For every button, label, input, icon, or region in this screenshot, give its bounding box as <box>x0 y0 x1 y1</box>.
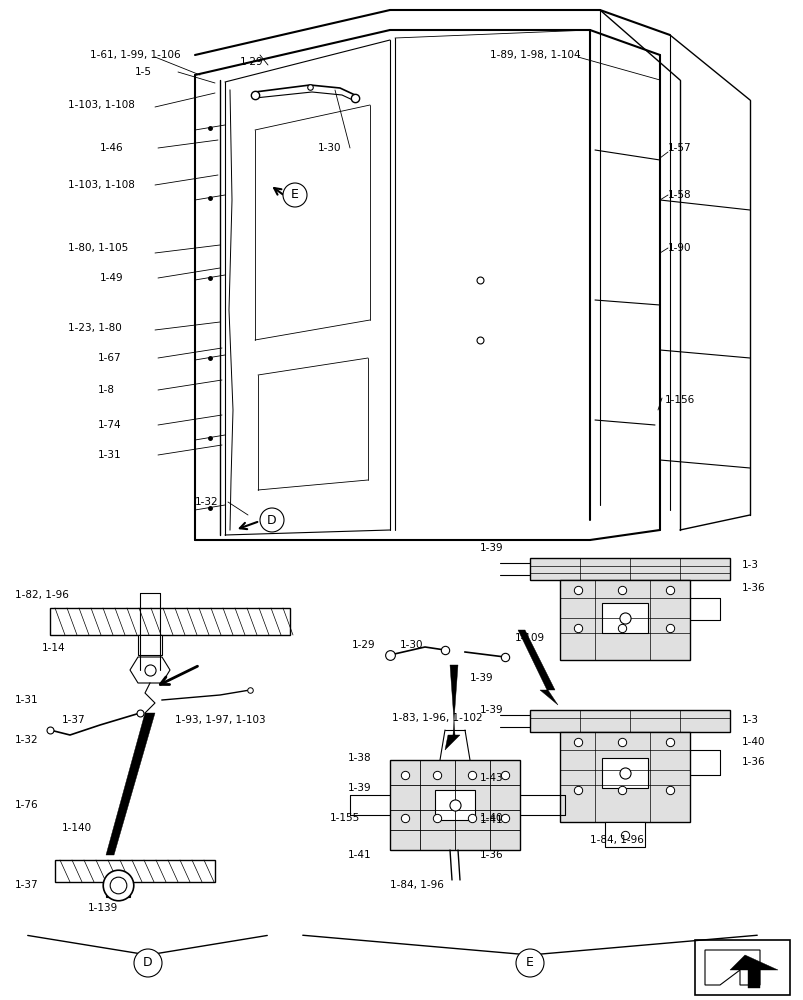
Bar <box>694 940 789 995</box>
Bar <box>560 732 689 822</box>
Text: 1-43: 1-43 <box>479 773 503 783</box>
Text: 1-32: 1-32 <box>195 497 218 507</box>
Polygon shape <box>106 713 155 855</box>
Text: 1-84, 1-96: 1-84, 1-96 <box>589 835 643 845</box>
Text: 1-39: 1-39 <box>479 705 503 715</box>
Text: 1-36: 1-36 <box>479 850 503 860</box>
Text: 1-80, 1-105: 1-80, 1-105 <box>68 243 128 253</box>
Bar <box>601 603 647 633</box>
Text: 1-5: 1-5 <box>135 67 152 77</box>
Text: 1-41: 1-41 <box>479 815 503 825</box>
Polygon shape <box>517 630 557 705</box>
Text: 1-37: 1-37 <box>62 715 85 725</box>
Text: 1-29: 1-29 <box>352 640 375 650</box>
Text: 1-57: 1-57 <box>667 143 691 153</box>
Text: 1-29: 1-29 <box>240 57 263 67</box>
Text: 1-40: 1-40 <box>741 737 764 747</box>
Text: 1-14: 1-14 <box>42 643 66 653</box>
Text: 1-36: 1-36 <box>741 583 764 593</box>
Text: 1-156: 1-156 <box>664 395 695 405</box>
Text: 1-139: 1-139 <box>88 903 118 913</box>
Text: 1-23, 1-80: 1-23, 1-80 <box>68 323 121 333</box>
Text: 1-36: 1-36 <box>741 757 764 767</box>
Text: 1-39: 1-39 <box>470 673 493 683</box>
Circle shape <box>259 508 283 532</box>
Text: 1-49: 1-49 <box>100 273 124 283</box>
Text: 1-109: 1-109 <box>515 633 544 643</box>
Circle shape <box>516 949 544 977</box>
Text: 1-37: 1-37 <box>15 880 39 890</box>
Bar <box>529 710 729 732</box>
Text: 1-93, 1-97, 1-103: 1-93, 1-97, 1-103 <box>175 715 265 725</box>
Text: 1-74: 1-74 <box>98 420 121 430</box>
Text: 1-61, 1-99, 1-106: 1-61, 1-99, 1-106 <box>90 50 181 60</box>
Text: 1-89, 1-98, 1-104: 1-89, 1-98, 1-104 <box>489 50 580 60</box>
Text: 1-84, 1-96: 1-84, 1-96 <box>389 880 443 890</box>
Polygon shape <box>704 950 759 985</box>
Text: 1-41: 1-41 <box>348 850 371 860</box>
Text: D: D <box>267 514 276 526</box>
Bar <box>389 760 520 850</box>
Text: 1-30: 1-30 <box>400 640 423 650</box>
Text: E: E <box>291 188 299 202</box>
Text: 1-39: 1-39 <box>348 783 371 793</box>
Text: 1-38: 1-38 <box>348 753 371 763</box>
Text: 1-155: 1-155 <box>329 813 360 823</box>
Text: 1-32: 1-32 <box>15 735 39 745</box>
Text: 1-103, 1-108: 1-103, 1-108 <box>68 100 135 110</box>
Bar <box>434 790 475 820</box>
Circle shape <box>134 949 161 977</box>
Polygon shape <box>130 657 169 683</box>
Bar <box>50 608 290 635</box>
Text: 1-140: 1-140 <box>62 823 92 833</box>
Text: 1-3: 1-3 <box>741 560 758 570</box>
Bar <box>138 635 161 655</box>
Bar <box>560 580 689 660</box>
Bar <box>55 860 214 882</box>
Text: 1-8: 1-8 <box>98 385 115 395</box>
Text: 1-90: 1-90 <box>667 243 691 253</box>
Text: 1-58: 1-58 <box>667 190 691 200</box>
Text: D: D <box>143 956 153 969</box>
Polygon shape <box>729 955 777 988</box>
Text: 1-39: 1-39 <box>479 543 503 553</box>
Text: 1-31: 1-31 <box>15 695 39 705</box>
Bar <box>604 822 644 847</box>
Text: 1-76: 1-76 <box>15 800 39 810</box>
Bar <box>529 558 729 580</box>
Text: 1-83, 1-96, 1-102: 1-83, 1-96, 1-102 <box>392 713 482 723</box>
Polygon shape <box>444 665 459 750</box>
Text: 1-46: 1-46 <box>100 143 124 153</box>
Text: 1-67: 1-67 <box>98 353 121 363</box>
Circle shape <box>283 183 307 207</box>
Text: 1-3: 1-3 <box>741 715 758 725</box>
Text: 1-103, 1-108: 1-103, 1-108 <box>68 180 135 190</box>
Text: 1-40: 1-40 <box>479 813 503 823</box>
Text: 1-30: 1-30 <box>318 143 341 153</box>
Bar <box>106 882 130 897</box>
Text: E: E <box>525 956 533 969</box>
Bar <box>601 758 647 788</box>
Text: 1-82, 1-96: 1-82, 1-96 <box>15 590 69 600</box>
Text: 1-31: 1-31 <box>98 450 121 460</box>
